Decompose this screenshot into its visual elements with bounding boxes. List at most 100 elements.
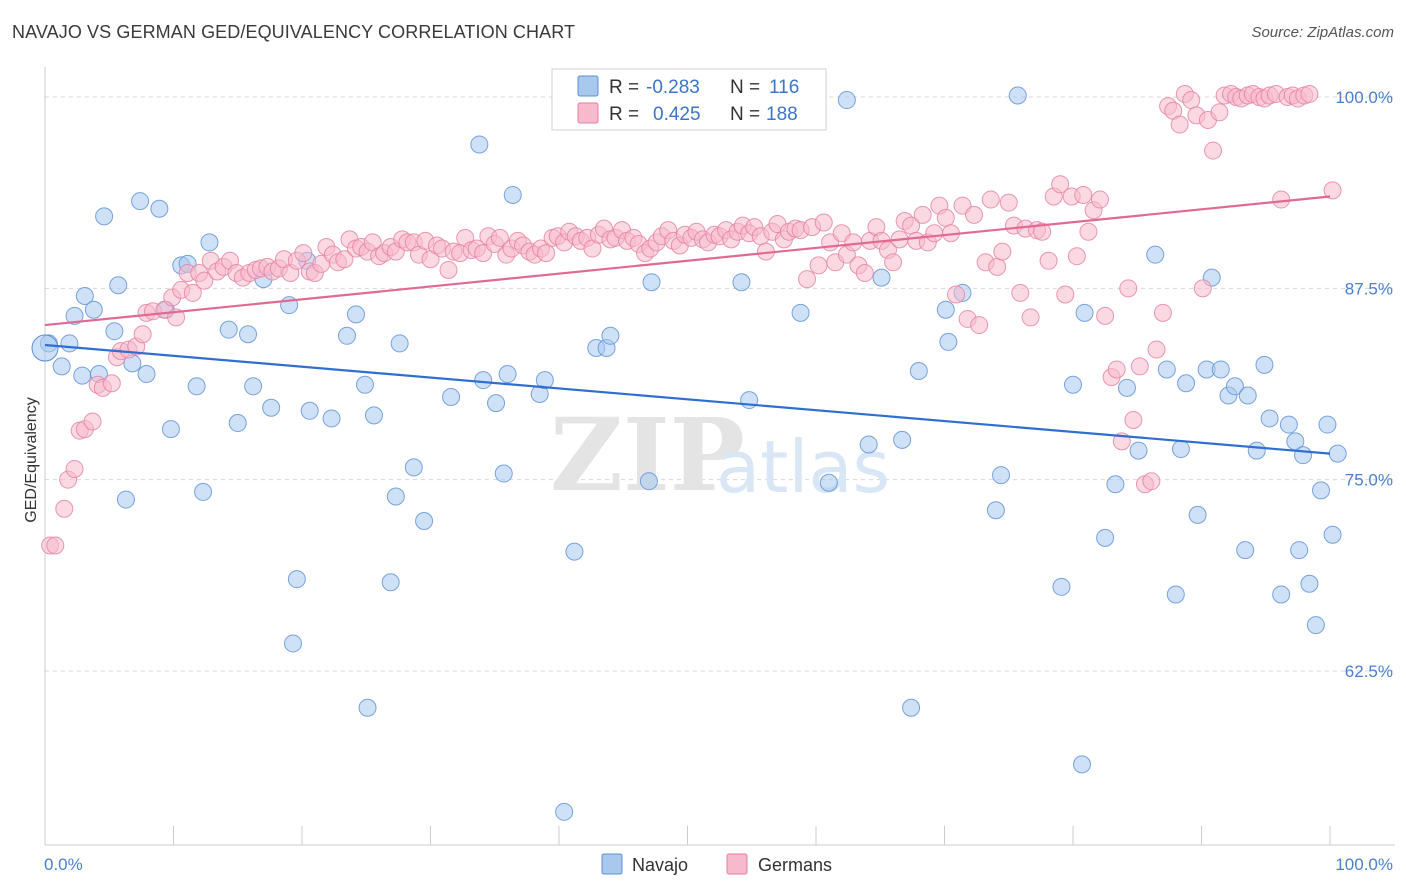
navajo-point-67 bbox=[872, 268, 891, 287]
germans-point-163 bbox=[999, 193, 1018, 212]
germans-point-190 bbox=[1153, 303, 1172, 322]
bottom-legend-navajo: Navajo bbox=[632, 855, 688, 875]
germans-point-143 bbox=[884, 253, 903, 272]
watermark-atlas: atlas bbox=[716, 425, 890, 509]
germans-point-200 bbox=[1210, 103, 1229, 122]
navajo-point-80 bbox=[1075, 303, 1094, 322]
navajo-point-51 bbox=[503, 185, 522, 204]
navajo-point-46 bbox=[470, 135, 489, 154]
navajo-trend-line bbox=[44, 343, 1331, 455]
navajo-point-33 bbox=[300, 401, 319, 420]
axes bbox=[44, 67, 1395, 846]
germans-point-7 bbox=[83, 412, 102, 431]
germans-point-162 bbox=[993, 242, 1012, 261]
germans-point-180 bbox=[1096, 306, 1115, 325]
legend-n-label: N = bbox=[730, 77, 760, 98]
navajo-point-71 bbox=[936, 300, 955, 319]
navajo-point-24 bbox=[228, 414, 247, 433]
navajo-point-81 bbox=[1096, 528, 1115, 547]
navajo-point-111 bbox=[1328, 444, 1347, 463]
navajo-point-39 bbox=[364, 406, 383, 425]
germans-point-184 bbox=[1119, 279, 1138, 298]
navajo-point-86 bbox=[1157, 360, 1176, 379]
navajo-point-50 bbox=[498, 365, 517, 384]
germans-point-150 bbox=[925, 224, 944, 243]
navajo-point-58 bbox=[601, 326, 620, 345]
navajo-point-54 bbox=[555, 802, 574, 821]
navajo-point-26 bbox=[244, 377, 263, 396]
navajo-point-72 bbox=[939, 332, 958, 351]
navajo-point-45 bbox=[442, 388, 461, 407]
navajo-point-60 bbox=[642, 273, 661, 292]
navajo-point-17 bbox=[161, 420, 180, 439]
germans-point-158 bbox=[970, 316, 989, 335]
legend-r-label: R = bbox=[609, 77, 639, 98]
navajo-point-97 bbox=[1238, 386, 1257, 405]
germans-point-148 bbox=[913, 205, 932, 224]
navajo-point-68 bbox=[893, 430, 912, 449]
navajo-point-42 bbox=[390, 334, 409, 353]
y-tick-label-2: 87.5% bbox=[1345, 279, 1393, 298]
navajo-point-35 bbox=[337, 326, 356, 345]
navajo-point-76 bbox=[1008, 86, 1027, 105]
navajo-point-13 bbox=[131, 192, 150, 211]
navajo-point-75 bbox=[992, 466, 1011, 485]
germans-point-48 bbox=[335, 250, 354, 269]
navajo-point-6 bbox=[84, 300, 103, 319]
navajo-point-44 bbox=[415, 511, 434, 530]
navajo-point-102 bbox=[1279, 415, 1298, 434]
navajo-point-101 bbox=[1272, 585, 1291, 604]
y-tick-labels: 62.5% 75.0% 87.5% 100.0% bbox=[1335, 88, 1393, 681]
navajo-point-100 bbox=[1260, 409, 1279, 428]
germans-point-128 bbox=[798, 270, 817, 289]
y-axis-label: GED/Equivalency bbox=[23, 397, 40, 522]
navajo-point-83 bbox=[1117, 378, 1136, 397]
navajo-point-11 bbox=[116, 490, 135, 509]
navajo-point-109 bbox=[1318, 415, 1337, 434]
germans-point-175 bbox=[1067, 247, 1086, 266]
navajo-point-79 bbox=[1072, 755, 1091, 774]
trend-lines bbox=[44, 195, 1331, 455]
chart-title: NAVAJO VS GERMAN GED/EQUIVALENCY CORRELA… bbox=[12, 22, 576, 42]
navajo-point-3 bbox=[65, 306, 84, 325]
y-tick-label-0: 62.5% bbox=[1345, 662, 1393, 681]
navajo-point-15 bbox=[150, 199, 169, 218]
germans-point-66 bbox=[439, 260, 458, 279]
navajo-point-5 bbox=[75, 286, 94, 305]
navajo-point-59 bbox=[639, 472, 658, 491]
germans-point-25 bbox=[195, 271, 214, 290]
navajo-point-21 bbox=[194, 482, 213, 501]
germans-point-173 bbox=[1056, 285, 1075, 304]
legend-r-label-2: R = bbox=[609, 104, 639, 125]
navajo-point-14 bbox=[137, 365, 156, 384]
navajo-point-49 bbox=[494, 464, 513, 483]
legend-n-germans: 188 bbox=[766, 104, 798, 125]
navajo-point-55 bbox=[565, 542, 584, 561]
germans-point-157 bbox=[965, 205, 984, 224]
germans-trend-line bbox=[44, 195, 1331, 327]
germans-point-15 bbox=[133, 325, 152, 344]
navajo-point-85 bbox=[1146, 245, 1165, 264]
navajo-point-2 bbox=[60, 334, 79, 353]
legend-r-navajo: -0.283 bbox=[646, 77, 700, 98]
germans-point-154 bbox=[947, 285, 966, 304]
germans-point-4 bbox=[65, 459, 84, 478]
navajo-point-61 bbox=[732, 273, 751, 292]
navajo-point-95 bbox=[1225, 377, 1244, 396]
navajo-point-98 bbox=[1247, 441, 1266, 460]
navajo-point-47 bbox=[474, 371, 493, 390]
germans-point-179 bbox=[1090, 190, 1109, 209]
navajo-point-107 bbox=[1306, 616, 1325, 635]
navajo-point-cluster bbox=[31, 334, 59, 362]
x-tick-label-0: 0.0% bbox=[44, 855, 83, 874]
navajo-point-93 bbox=[1211, 360, 1230, 379]
germans-point-195 bbox=[1182, 91, 1201, 110]
navajo-point-65 bbox=[837, 91, 856, 110]
germans-point-170 bbox=[1039, 251, 1058, 270]
germans-point-176 bbox=[1074, 185, 1093, 204]
germans-point-41 bbox=[294, 244, 313, 263]
navajo-point-64 bbox=[819, 473, 838, 492]
navajo-point-43 bbox=[404, 458, 423, 477]
navajo-point-106 bbox=[1300, 574, 1319, 593]
navajo-point-84 bbox=[1129, 441, 1148, 460]
